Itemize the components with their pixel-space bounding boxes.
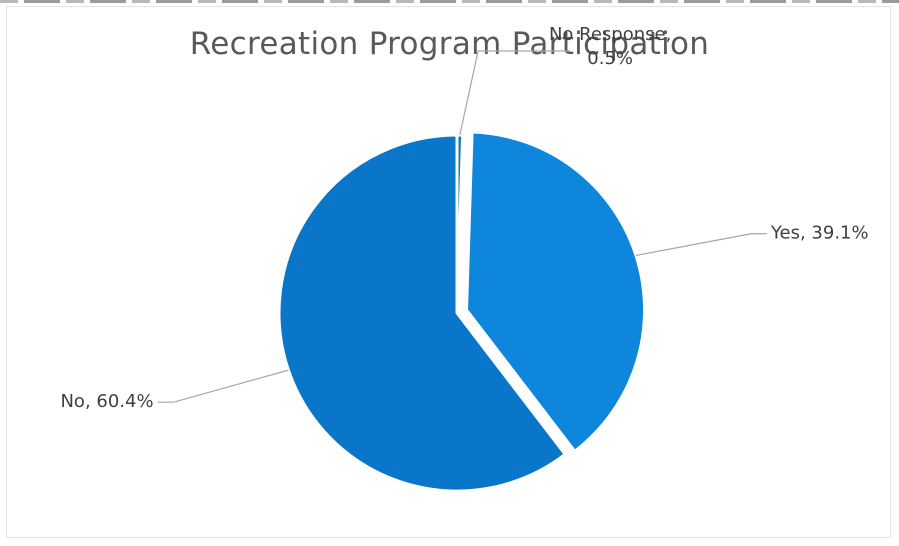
leader-line-no-response xyxy=(459,50,571,136)
chart-title: Recreation Program Participation xyxy=(189,26,710,62)
data-label-no: No, 60.4% xyxy=(60,391,153,412)
leader-line-yes xyxy=(635,233,767,257)
data-label-no-response: No Response, 0.5% xyxy=(549,24,671,69)
leader-line-no xyxy=(157,369,289,403)
data-labels: No Response, 0.5% Yes, 39.1% No, 60.4% xyxy=(60,24,868,412)
pie-slices xyxy=(277,130,647,493)
data-label-yes: Yes, 39.1% xyxy=(770,223,869,244)
pie-slice-no xyxy=(277,133,567,493)
pie-slice-yes xyxy=(465,130,647,453)
top-rule xyxy=(0,0,899,3)
